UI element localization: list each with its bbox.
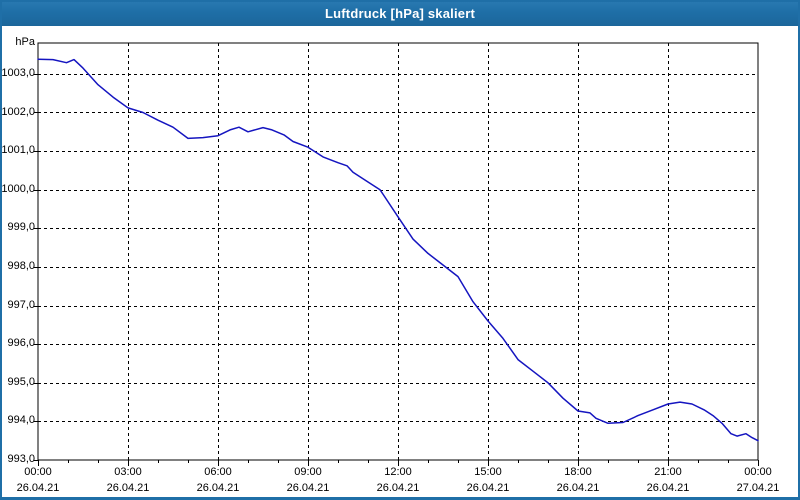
x-tick-time-label: 03:00 <box>114 466 142 478</box>
x-tick-time-label: 15:00 <box>474 466 502 478</box>
pressure-line-chart <box>34 42 759 466</box>
window-titlebar: Luftdruck [hPa] skaliert <box>0 0 800 26</box>
y-tick-label: 999,0 <box>7 221 35 234</box>
x-tick-time-label: 00:00 <box>744 466 772 478</box>
x-tick-date-label: 26.04.21 <box>466 482 510 494</box>
y-axis-unit-label: hPa <box>15 36 35 48</box>
x-tick-date-label: 26.04.21 <box>286 482 330 494</box>
y-tick-label: 1003,0 <box>1 66 35 79</box>
window-title: Luftdruck [hPa] skaliert <box>325 5 475 21</box>
x-tick-time-label: 06:00 <box>204 466 232 478</box>
x-tick-time-label: 21:00 <box>654 466 682 478</box>
y-tick-label: 1000,0 <box>1 182 35 195</box>
chart-area: hPa 1003,0 1002,0 1001,0 1000,0 999,0 998,0 99… <box>0 26 800 497</box>
y-tick-label: 996,0 <box>7 337 35 350</box>
x-tick-date-label: 26.04.21 <box>376 482 420 494</box>
y-tick-label: 993,0 <box>7 453 35 465</box>
y-tick-label: 998,0 <box>7 259 35 272</box>
y-tick-label: 997,0 <box>7 298 35 311</box>
x-tick-time-label: 12:00 <box>384 466 412 478</box>
y-tick-label: 1002,0 <box>1 105 35 118</box>
x-tick-time-label: 09:00 <box>294 466 322 478</box>
x-tick-date-label: 26.04.21 <box>556 482 600 494</box>
pressure-curve <box>37 58 759 442</box>
x-tick-time-label: 00:00 <box>24 466 52 478</box>
y-tick-label: 1001,0 <box>1 144 35 157</box>
x-tick-date-label: 26.04.21 <box>646 482 690 494</box>
x-tick-time-label: 18:00 <box>564 466 592 478</box>
y-tick-label: 995,0 <box>7 375 35 388</box>
x-tick-date-label: 26.04.21 <box>106 482 150 494</box>
y-tick-label: 994,0 <box>7 414 35 427</box>
x-tick-date-label: 26.04.21 <box>16 482 60 494</box>
x-tick-date-label: 27.04.21 <box>736 482 780 494</box>
x-tick-date-label: 26.04.21 <box>196 482 240 494</box>
